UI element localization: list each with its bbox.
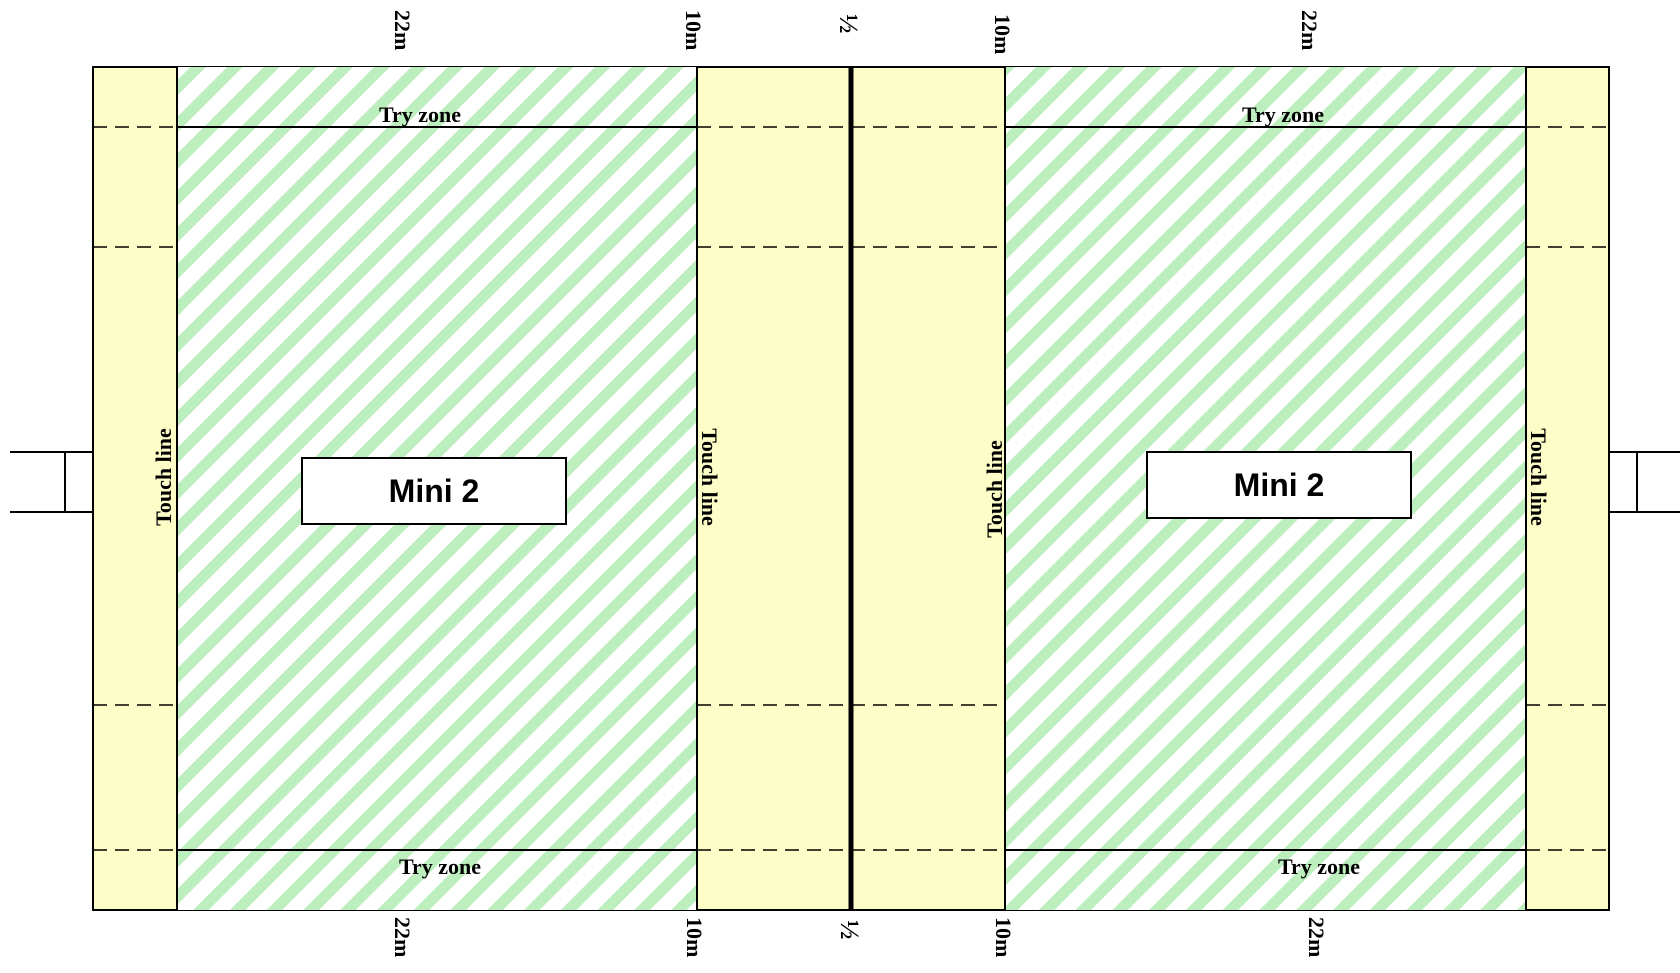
bottom-marker-right-22m: 22m	[1304, 917, 1329, 957]
left-pitch-touch-line-right: Touch line	[697, 428, 722, 526]
top-marker-right-22m: 22m	[1297, 10, 1322, 50]
left-mini-label-box	[301, 457, 567, 525]
right-try-zone-top-label: Try zone	[1242, 102, 1324, 127]
right-goal-posts	[1609, 451, 1680, 513]
left-try-zone-bottom-label: Try zone	[399, 854, 481, 879]
bottom-marker-right-10m: 10m	[991, 917, 1016, 957]
right-mini-label: Mini 2	[1234, 467, 1325, 503]
right-pitch-touch-line-right: Touch line	[1526, 428, 1551, 526]
bottom-marker-left-22m: 22m	[390, 917, 415, 957]
top-marker-right-10m: 10m	[990, 14, 1015, 54]
top-marker-half: ½	[834, 14, 863, 34]
left-pitch-touch-line-left: Touch line	[151, 428, 176, 526]
top-marker-left-22m: 22m	[390, 10, 415, 50]
right-pitch-touch-line-left: Touch line	[982, 440, 1007, 538]
bottom-marker-left-10m: 10m	[682, 917, 707, 957]
right-mini-label-box	[1146, 451, 1412, 519]
dashed-lines	[93, 126, 1609, 851]
bottom-marker-half: ½	[835, 920, 864, 940]
left-mini-label: Mini 2	[389, 473, 480, 509]
right-try-zone-bottom-label: Try zone	[1278, 854, 1360, 879]
left-goal-posts	[10, 451, 93, 513]
left-try-zone-top-label: Try zone	[379, 102, 461, 127]
top-marker-left-10m: 10m	[681, 10, 706, 50]
